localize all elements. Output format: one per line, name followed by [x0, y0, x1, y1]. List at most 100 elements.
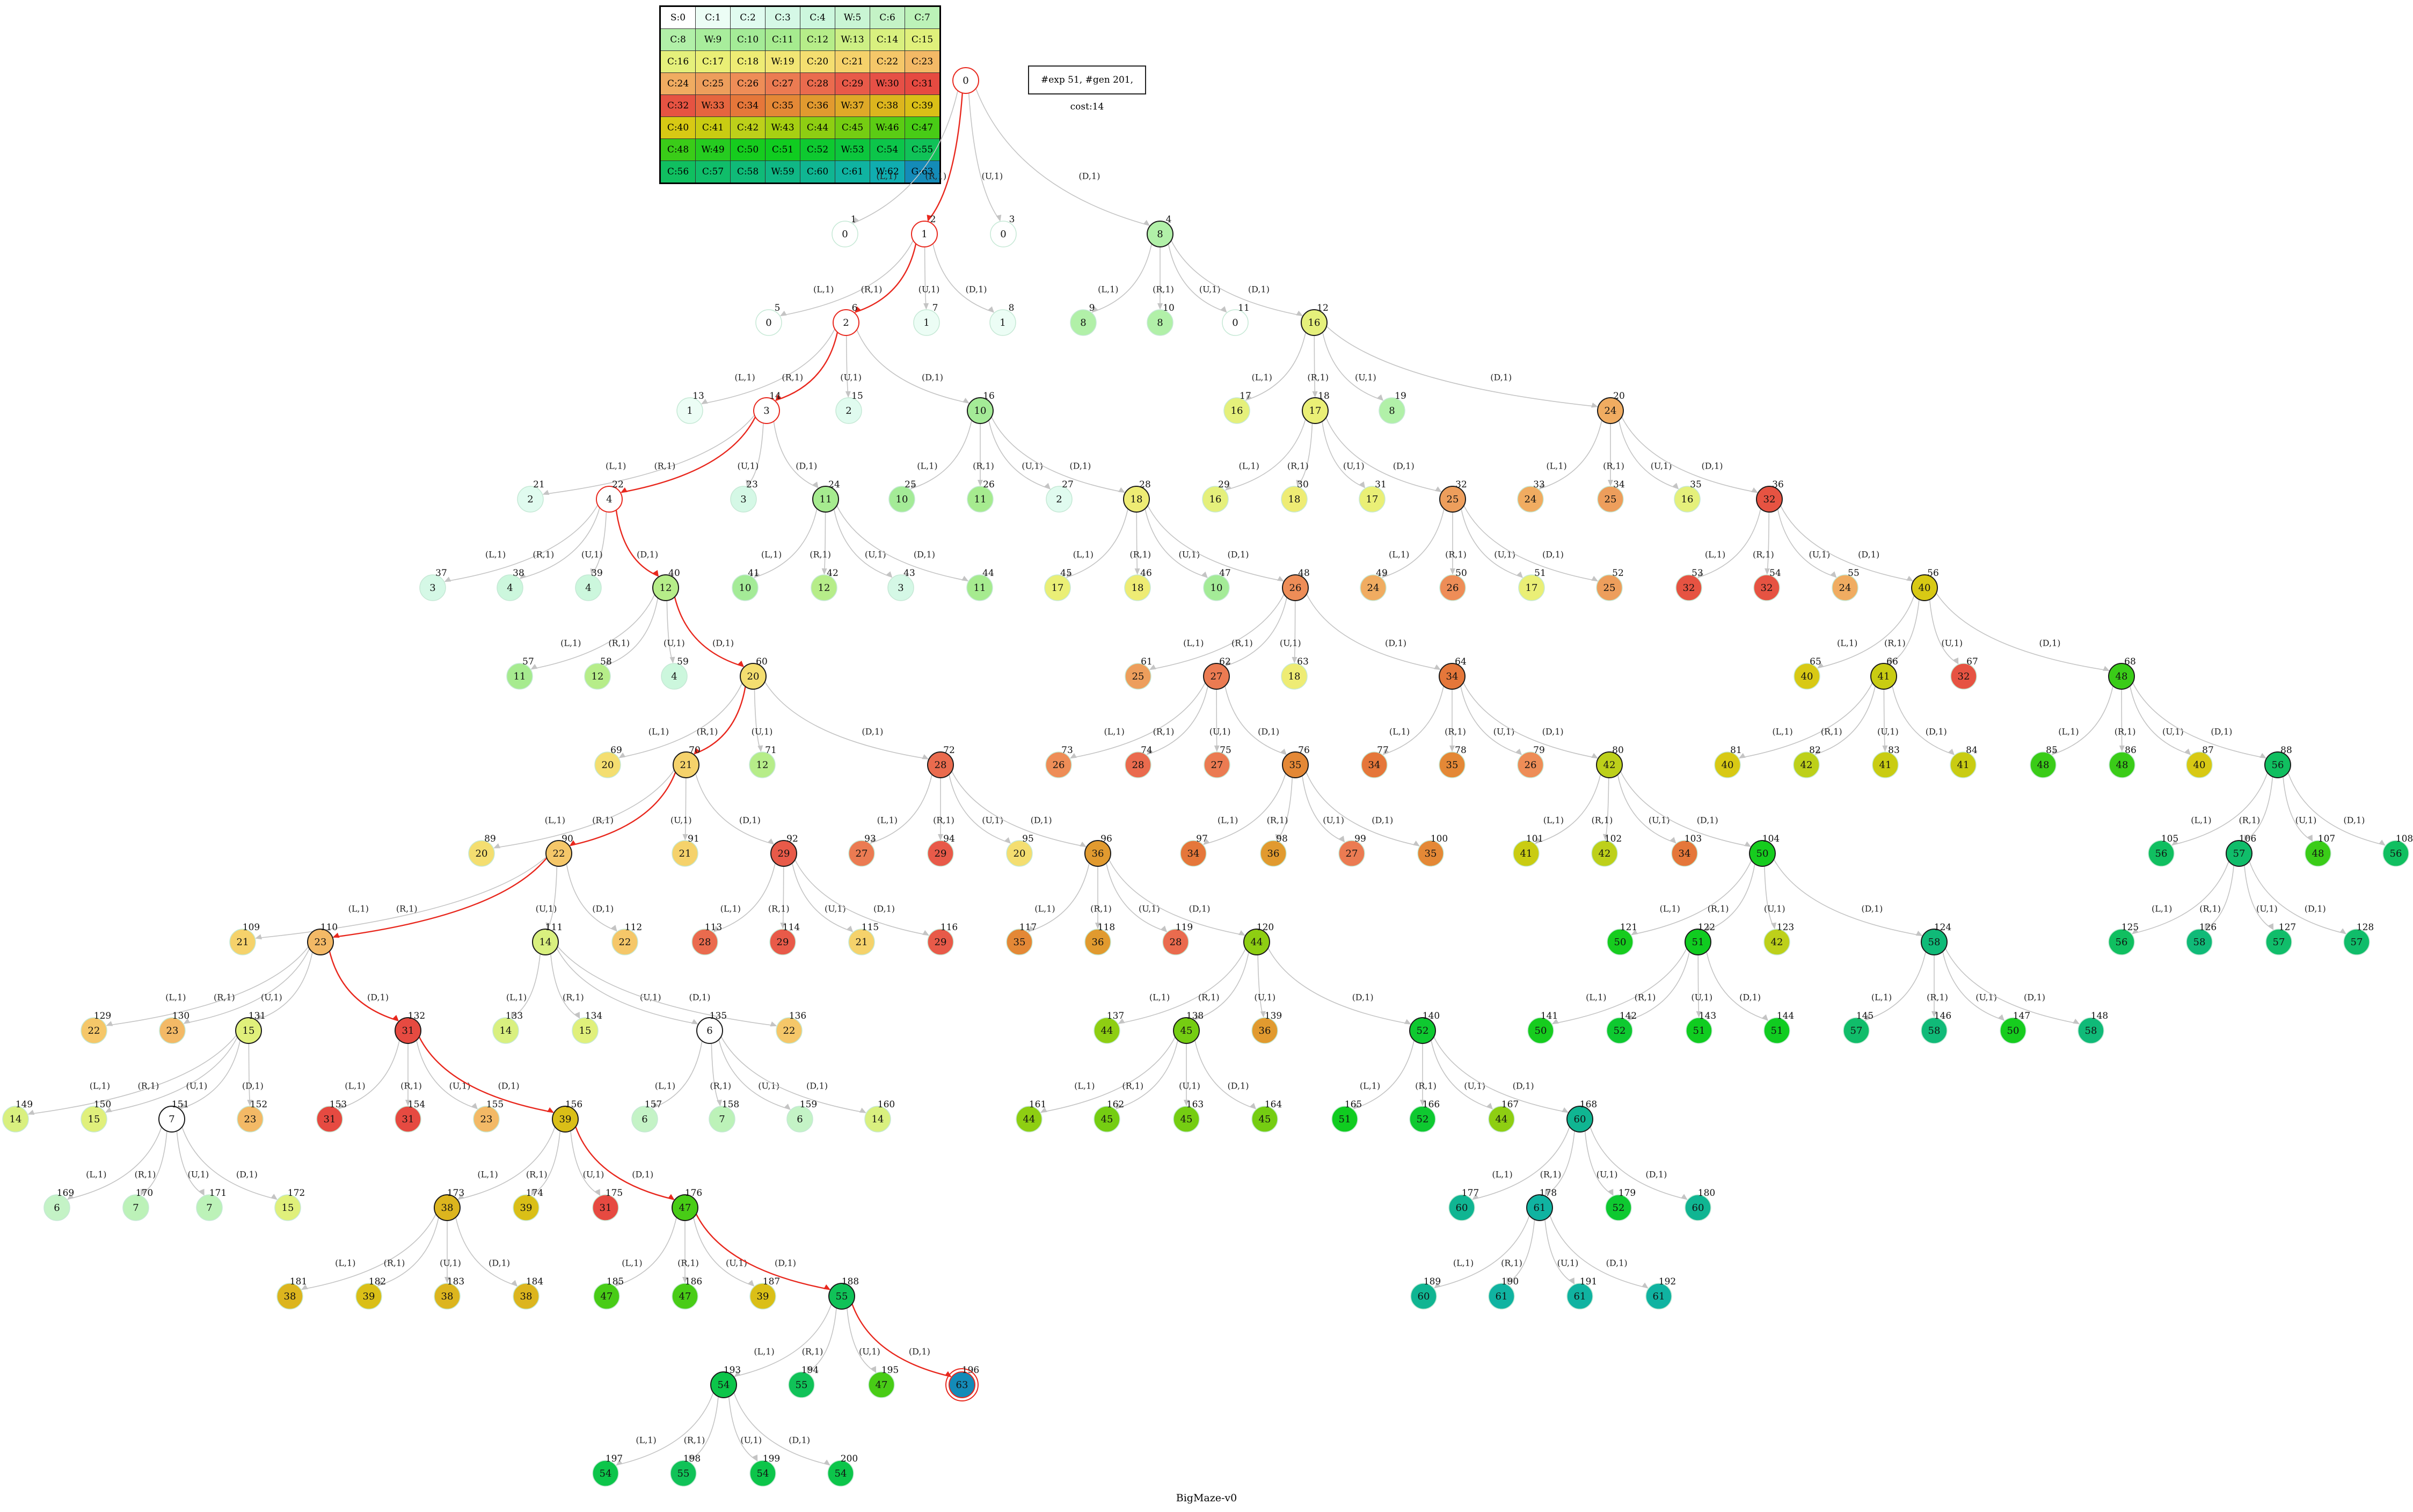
node-circle [788, 1371, 815, 1398]
edge-arrow [1705, 924, 1712, 932]
node-index-label: 171 [209, 1188, 227, 1199]
edge-arrow [1569, 1277, 1575, 1285]
node-index-label: 158 [722, 1099, 739, 1110]
node-circle [513, 1194, 540, 1221]
edge-arrow [738, 660, 745, 667]
tree-edge [1216, 689, 1218, 751]
node-circle [545, 840, 572, 867]
node-circle [1606, 1017, 1633, 1044]
tree-edge [1584, 1130, 1614, 1195]
node-circle [1566, 1106, 1593, 1133]
tree-edge [1353, 1040, 1415, 1109]
node-state-label: 26 [1447, 582, 1459, 594]
node-circle [1763, 929, 1790, 955]
edge-action-label: (U,1) [1809, 549, 1831, 559]
edge-action-label: (U,1) [536, 903, 557, 914]
node-state-label: 54 [757, 1468, 769, 1479]
edge-action-label: (L,1) [1238, 461, 1259, 471]
edge-arrow [105, 1107, 112, 1113]
edge-action-label: (U,1) [583, 1169, 604, 1179]
node-state-label: 22 [88, 1025, 100, 1036]
node-state-label: 57 [1850, 1025, 1863, 1036]
edge-arrow [1738, 753, 1746, 759]
node-state-label: 44 [1023, 1114, 1036, 1125]
tree-edge [1326, 326, 1598, 407]
edge-action-label: (U,1) [740, 1435, 762, 1445]
node-state-label: 47 [679, 1202, 691, 1214]
node-index-label: 190 [1501, 1276, 1519, 1287]
edge-action-label: (R,1) [782, 372, 803, 383]
node-circle [2186, 751, 2213, 778]
edge-arrow [1631, 929, 1638, 936]
legend-cell: C:23 [905, 50, 941, 73]
edge-arrow [1118, 1018, 1125, 1024]
node-index-label: 72 [943, 745, 955, 756]
edge-action-label: (U,1) [859, 1346, 880, 1356]
edge-action-label: (L,1) [1837, 638, 1857, 648]
tree-edge [1540, 420, 1602, 490]
node-state-label: 26 [1053, 759, 1065, 771]
tree-edge [1818, 595, 1915, 669]
edge-action-label: (U,1) [1596, 1169, 1618, 1179]
edge-action-label: (D,1) [796, 461, 817, 471]
edge-arrow [854, 306, 861, 313]
tree-edge [1936, 593, 2109, 671]
legend-cell: C:47 [905, 116, 941, 139]
edge-arrow [255, 934, 263, 940]
node-state-label: 16 [1231, 405, 1243, 417]
node-state-label: 40 [1722, 759, 1734, 771]
node-circle [1302, 397, 1329, 424]
edge-arrow [1245, 394, 1252, 401]
edge-action-label: (R,1) [1307, 372, 1329, 383]
node-circle [1686, 1017, 1712, 1044]
edge-arrow [519, 573, 527, 580]
node-circle [827, 1460, 854, 1487]
edge-arrow [444, 576, 451, 582]
tree-edge [988, 420, 1050, 490]
edge-arrow [2184, 748, 2191, 755]
node-index-label: 77 [1377, 745, 1389, 756]
node-state-label: 1 [687, 405, 692, 417]
node-circle [1911, 574, 1938, 601]
tree-edge [754, 689, 762, 751]
tree-edge [2132, 861, 2229, 934]
node-state-label: 3 [740, 494, 746, 505]
node-circle [1180, 840, 1207, 867]
legend-row: C:24 C:25 C:26 C:27 C:28 C:29 W:30 C:31 [660, 72, 941, 95]
edge-arrow [871, 1366, 877, 1374]
edge-action-label: (L,1) [1034, 903, 1055, 914]
node-circle [1518, 574, 1545, 601]
edge-arrow [1696, 1011, 1702, 1018]
node-circle [1596, 574, 1623, 601]
tree-edge [773, 421, 818, 488]
legend-cell: W:37 [835, 94, 870, 117]
node-state-label: 35 [1289, 759, 1302, 771]
node-circle [848, 929, 875, 955]
node-state-label: 11 [974, 582, 986, 594]
search-stats-box: #exp 51, #gen 201, cost:14 [1028, 65, 1146, 112]
node-index-label: 47 [1219, 568, 1231, 579]
edge-action-label: (L,1) [1252, 372, 1272, 383]
node-index-label: 50 [1455, 568, 1467, 579]
tree-edge [1460, 685, 1522, 755]
node-circle [1361, 751, 1388, 778]
node-index-label: 95 [1022, 834, 1034, 844]
node-circle [1203, 663, 1230, 690]
node-index-label: 198 [683, 1453, 701, 1464]
node-state-label: 28 [935, 759, 947, 771]
node-state-label: 61 [1574, 1291, 1586, 1302]
edge-action-label: (D,1) [1393, 461, 1415, 471]
tree-edge [851, 1303, 951, 1377]
